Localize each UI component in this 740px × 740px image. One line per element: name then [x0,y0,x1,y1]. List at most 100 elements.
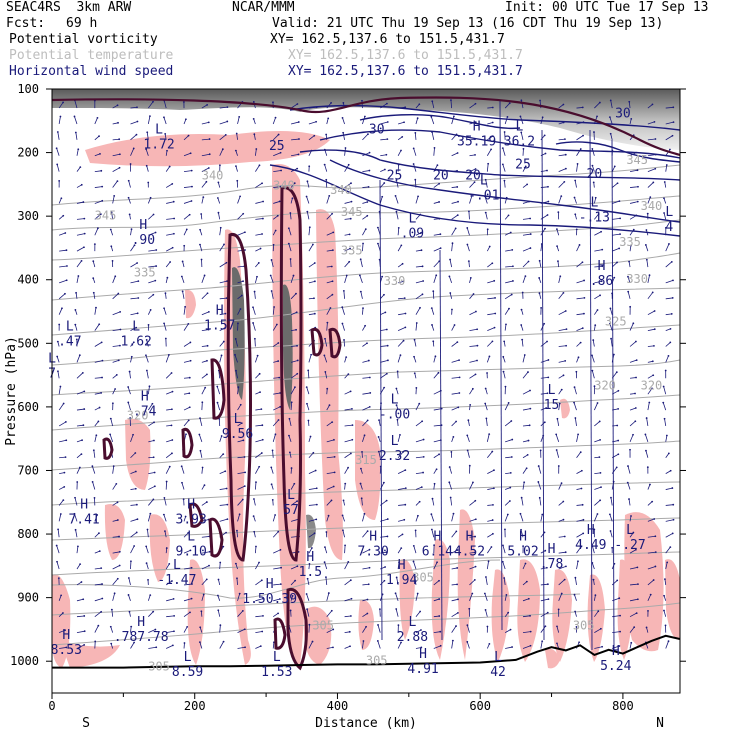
extremum-marker: H [433,529,441,544]
wind-vector-head [112,465,115,468]
wind-vector-head [289,258,292,260]
wind-vector [166,644,174,649]
wind-vector-head [671,134,674,137]
wind-vector-head [222,340,225,343]
wind-vector-head [520,324,523,326]
wind-vector [647,579,654,586]
wind-vector-head [653,310,656,312]
extremum-value: 4.91 [407,662,438,677]
wind-vector-head [449,496,452,499]
wind-vector-head [634,392,636,395]
wind-vector [273,406,281,411]
wind-vector-head [95,306,97,309]
extremum-marker: L [590,196,598,211]
wind-vector [469,388,474,395]
wind-vector-head [467,260,470,263]
wind-vector-head [133,641,135,644]
wind-vector-head [367,133,369,135]
wind-vector-head [135,326,138,329]
wind-vector-head [348,260,351,263]
wind-vector [647,388,653,395]
wind-vector [593,595,596,601]
wind-vector-head [173,217,176,220]
wind-vector [576,327,583,331]
wind-vector-head [501,560,504,563]
wind-vector [183,152,191,157]
wind-vector-head [667,640,670,643]
wind-vector [522,440,529,443]
extremum-value: 4 [665,220,673,235]
wind-vector [75,292,78,299]
wind-vector [505,439,513,443]
wind-vector [112,276,116,284]
wind-vector-head [253,133,256,136]
wind-vector [665,280,674,284]
wind-vector-head [287,227,290,230]
wind-vector-head [331,280,334,283]
wind-vector [379,196,383,204]
wind-vector [665,504,674,506]
wind-vector [397,355,401,363]
wind-vector-head [277,133,280,136]
wind-vector [665,342,671,347]
wind-vector-head [78,466,81,469]
wind-vector-head [474,373,477,376]
wind-vector [380,121,388,125]
wind-vector-head [294,386,296,389]
wind-vector-head [651,291,654,294]
wind-vector [308,227,311,236]
wind-vector-head [130,355,133,358]
wind-vector [609,323,613,331]
pv-shade-region [355,420,381,520]
wind-vector-head [386,535,389,538]
wind-vector [610,100,613,109]
wind-vector-head [401,135,404,138]
wind-vector-head [637,583,639,586]
wind-vector-head [94,640,97,643]
wind-vector [502,561,506,570]
wind-vector-head [116,104,119,107]
wind-vector [219,518,228,522]
wind-vector [344,561,349,570]
wind-vector-head [510,293,513,296]
wind-vector-head [394,592,397,595]
wind-vector-head [349,645,351,648]
wind-vector-head [456,341,459,344]
wind-vector-head [279,151,282,154]
wind-vector [130,280,139,284]
wind-vector [592,165,595,172]
wind-vector-head [401,262,404,265]
wind-vector [576,451,582,458]
wind-vector-head [279,548,282,551]
wind-vector [362,170,370,173]
wind-vector [183,360,191,363]
wind-vector-head [222,453,225,455]
theta-contour [52,551,680,576]
wind-vector [505,472,511,475]
wind-vector [522,408,531,411]
wind-vector-head [77,545,79,548]
wind-vector-head [360,497,363,500]
wind-vector-head [381,195,384,198]
theta-contour-label: 345 [341,205,363,219]
wind-vector [593,402,598,411]
wind-vector-head [452,436,455,438]
wind-vector-head [671,297,674,299]
wind-vector-head [556,245,558,248]
wind-vector [413,561,417,570]
wind-vector [326,307,331,315]
wind-vector-head [115,482,118,485]
wind-vector [290,565,298,570]
x-tick-label: 400 [327,699,349,713]
wind-vector [255,408,262,411]
wind-vector [219,227,222,236]
wind-vector [362,228,367,236]
wind-vector-head [490,148,493,151]
wind-vector [76,408,85,411]
wind-vector [201,311,210,316]
wind-vector [592,340,595,347]
wind-vector-head [58,323,61,326]
wind-vector-head [154,279,157,282]
wind-vector-head [289,609,292,612]
wind-vector [112,329,121,331]
